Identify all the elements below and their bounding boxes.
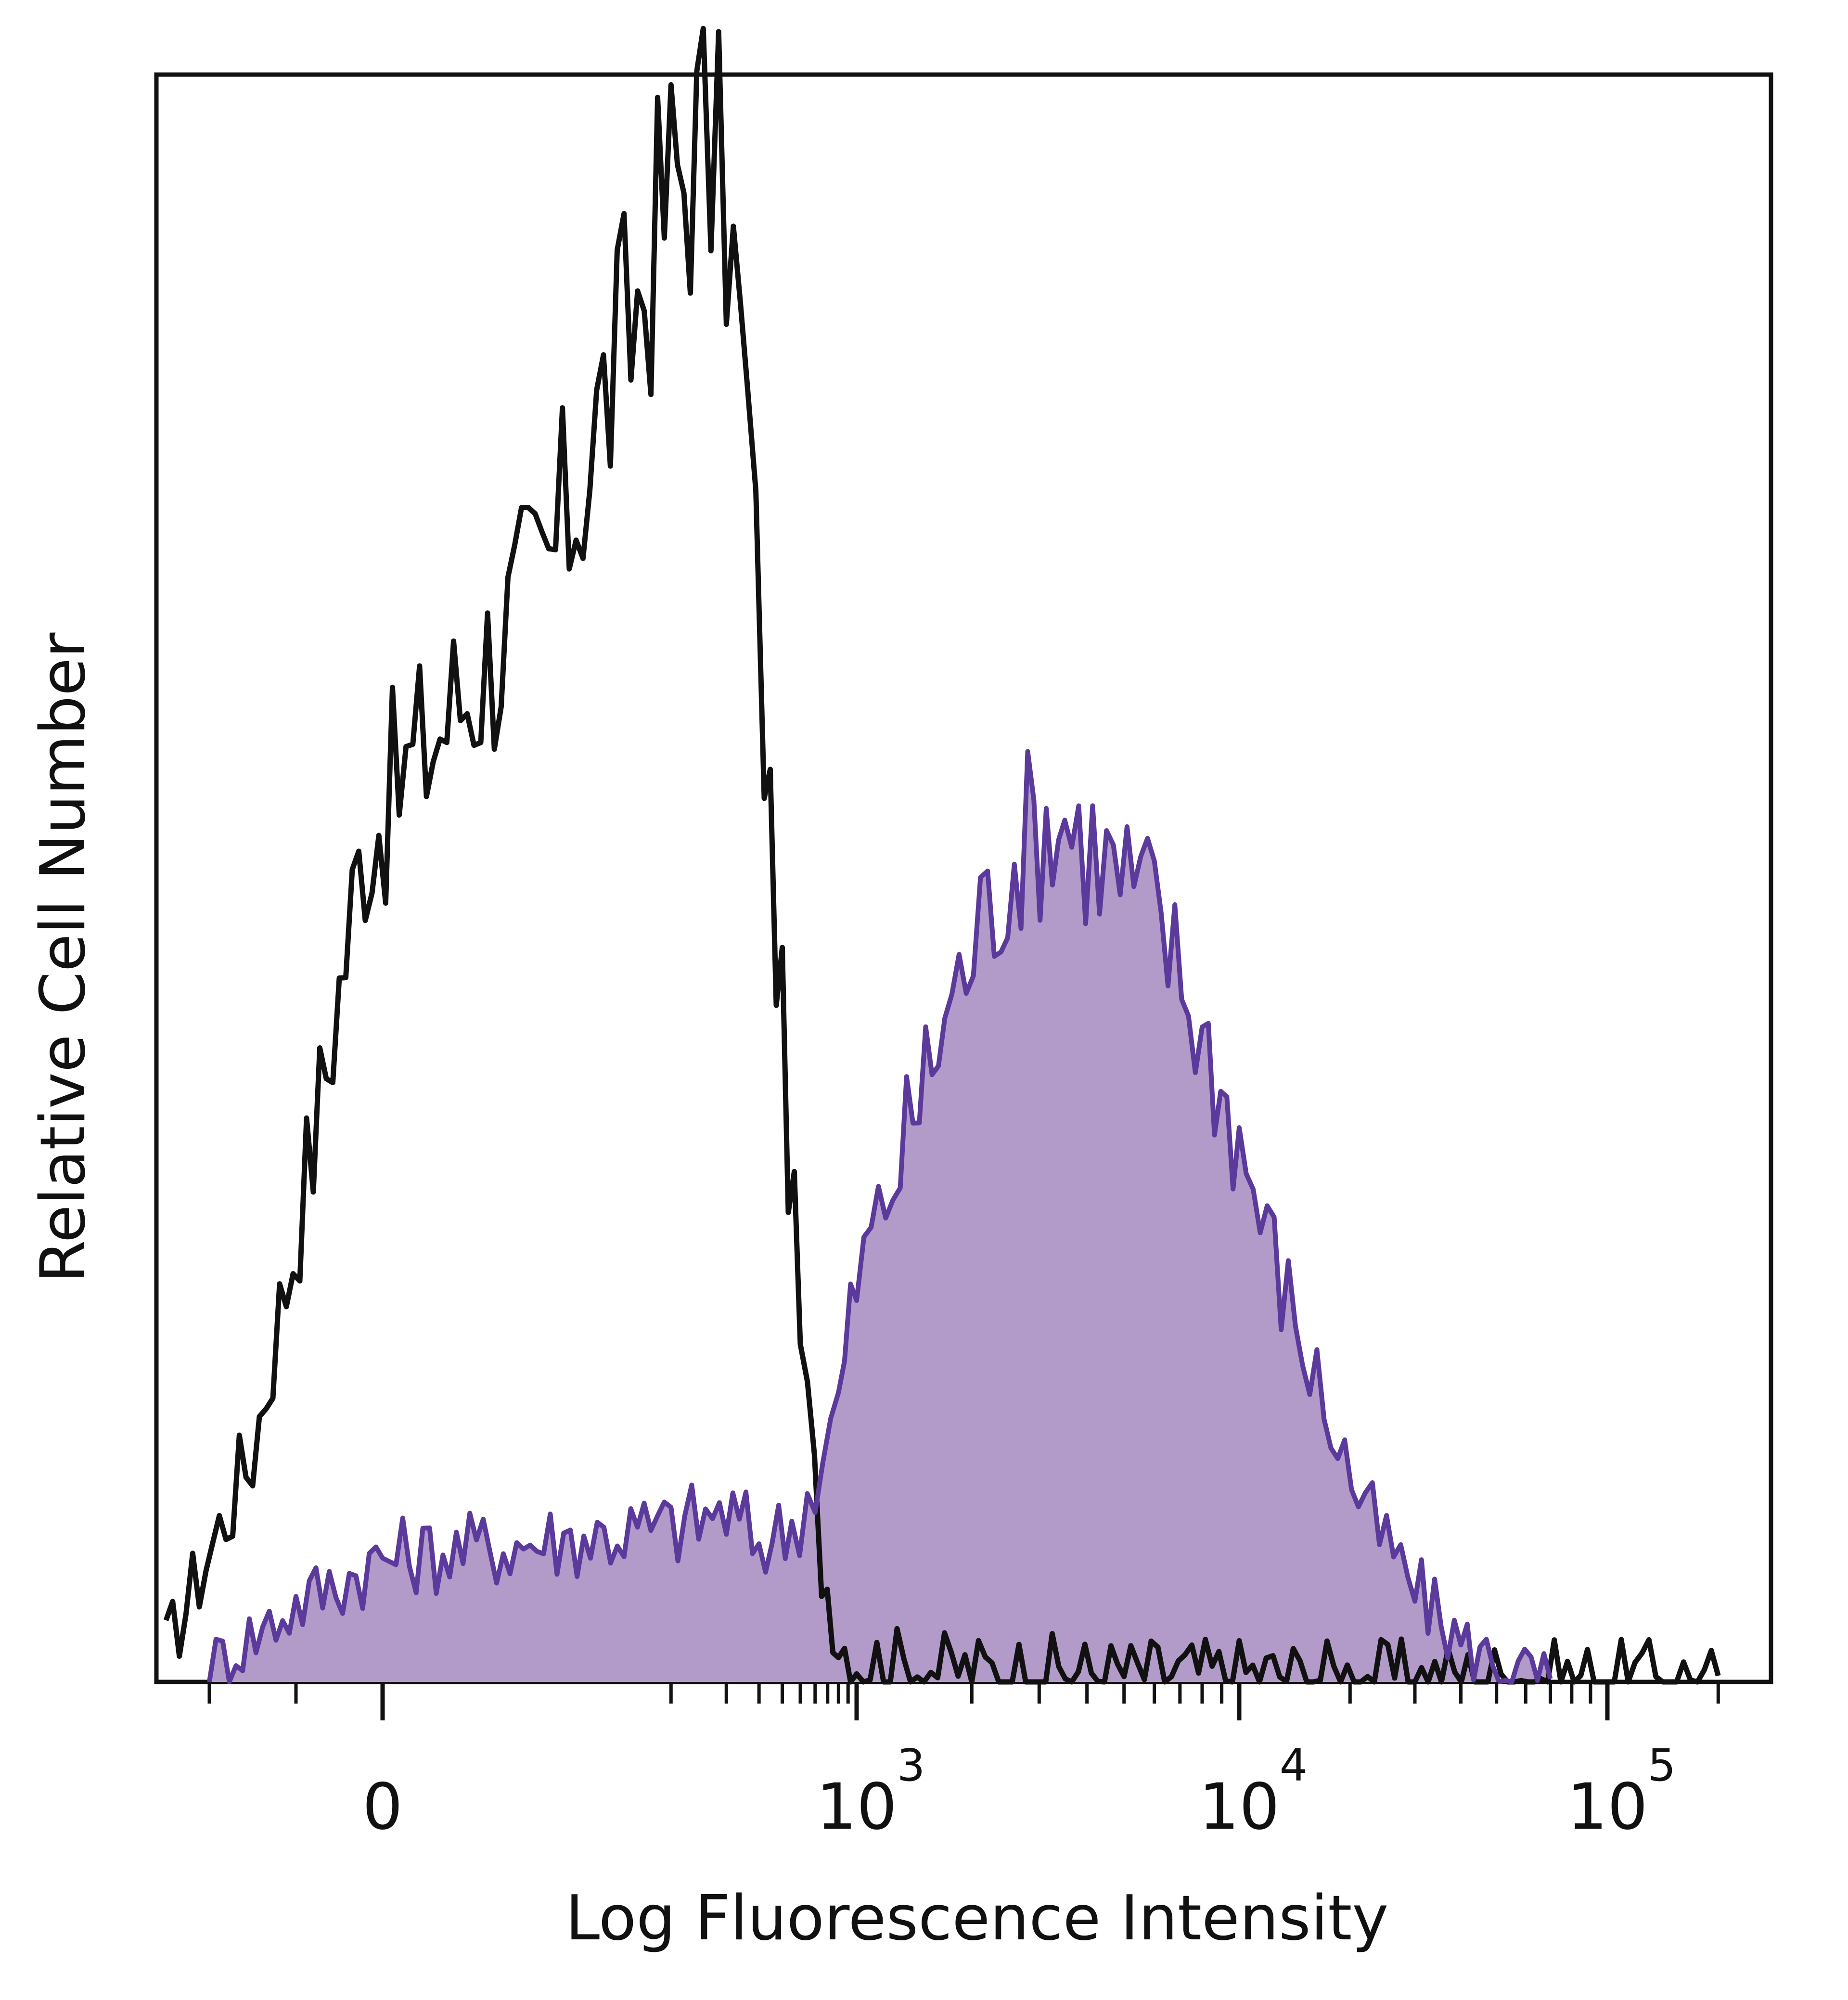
stained-histogram-fill: [209, 751, 1551, 1682]
stained-histogram-line: [207, 749, 1553, 1684]
y-axis-title: Relative Cell Number: [27, 632, 99, 1282]
control-histogram-line: [163, 26, 1721, 1685]
svg-text:10: 10: [1199, 1770, 1280, 1844]
x-tick-label-1e5: 10 5: [1567, 1740, 1676, 1844]
x-tick-label-1e4: 10 4: [1199, 1740, 1308, 1844]
x-axis-title: Log Fluorescence Intensity: [565, 1883, 1388, 1954]
series-layer: [163, 26, 1721, 1685]
svg-text:10: 10: [816, 1770, 897, 1844]
x-tick-label-0: 0: [362, 1770, 403, 1844]
svg-text:4: 4: [1280, 1740, 1308, 1791]
svg-text:3: 3: [897, 1740, 925, 1791]
x-tick-label-1e3: 10 3: [816, 1740, 925, 1844]
x-tick-layer: [207, 1682, 1720, 1720]
svg-text:5: 5: [1648, 1740, 1676, 1791]
svg-text:10: 10: [1567, 1770, 1648, 1844]
